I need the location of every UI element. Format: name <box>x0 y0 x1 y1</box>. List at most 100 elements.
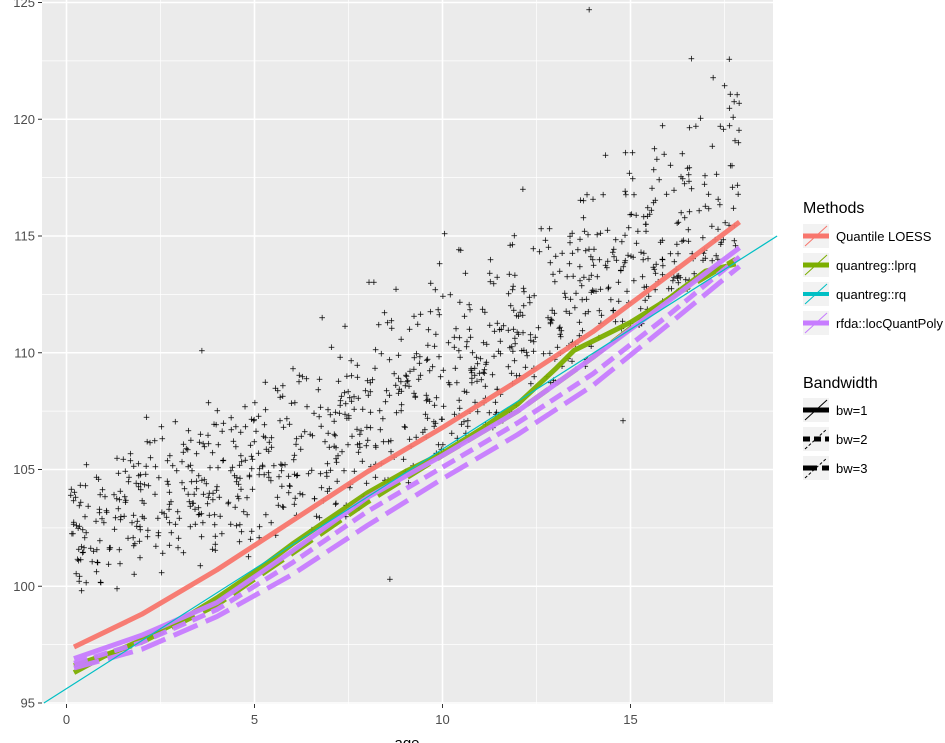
data-point: + <box>316 513 324 523</box>
data-point: + <box>235 495 243 505</box>
data-point: + <box>551 355 559 365</box>
data-point: + <box>260 471 268 481</box>
data-point: + <box>348 397 356 407</box>
data-point: + <box>646 210 654 220</box>
data-point: + <box>152 542 160 552</box>
data-point: + <box>607 296 615 306</box>
data-point: + <box>406 367 414 377</box>
data-point: + <box>151 436 159 446</box>
data-point: + <box>427 307 435 317</box>
data-point: + <box>464 422 472 432</box>
data-point: + <box>93 473 101 483</box>
data-point: + <box>705 190 713 200</box>
data-point: + <box>726 122 734 132</box>
data-point: + <box>362 441 370 451</box>
data-point: + <box>506 270 514 280</box>
data-point: + <box>262 511 270 521</box>
data-point: + <box>585 245 593 255</box>
data-point: + <box>130 511 138 521</box>
data-point: + <box>211 532 219 542</box>
data-point: + <box>395 389 403 399</box>
data-point: + <box>590 261 598 271</box>
data-point: + <box>113 495 121 505</box>
data-point: + <box>511 334 519 344</box>
data-point: + <box>296 371 304 381</box>
data-point: + <box>726 104 734 114</box>
data-point: + <box>140 514 148 524</box>
data-point: + <box>628 210 636 220</box>
legend-label: Quantile LOESS <box>836 229 932 244</box>
data-point: + <box>227 425 235 435</box>
data-point: + <box>599 191 607 201</box>
data-point: + <box>97 578 105 588</box>
data-point: + <box>397 335 405 345</box>
data-point: + <box>191 520 199 530</box>
data-point: + <box>164 480 172 490</box>
data-point: + <box>381 308 389 318</box>
data-point: + <box>236 474 244 484</box>
data-point: + <box>727 162 735 172</box>
data-point: + <box>348 432 356 442</box>
data-point: + <box>311 495 319 505</box>
data-point-outlier: + <box>619 416 627 426</box>
data-point: + <box>416 359 424 369</box>
data-point: + <box>142 462 150 472</box>
data-point: + <box>590 245 598 255</box>
data-point: + <box>625 224 633 234</box>
data-point: + <box>695 207 703 217</box>
data-point: + <box>670 186 678 196</box>
data-point: + <box>619 317 627 327</box>
data-point: + <box>567 295 575 305</box>
data-point: + <box>665 285 673 295</box>
data-point: + <box>718 238 726 248</box>
data-point: + <box>426 397 434 407</box>
data-point: + <box>405 479 413 489</box>
data-point: + <box>593 231 601 241</box>
data-point: + <box>558 362 566 372</box>
data-point: + <box>445 378 453 388</box>
data-point: + <box>511 339 519 349</box>
data-point: + <box>330 417 338 427</box>
data-point: + <box>209 489 217 499</box>
data-point: + <box>95 475 103 485</box>
data-point: + <box>530 347 538 357</box>
data-point: + <box>734 190 742 200</box>
data-point: + <box>206 463 214 473</box>
data-point: + <box>275 473 283 483</box>
y-tick-label: 95 <box>21 696 35 711</box>
data-point: + <box>532 333 540 343</box>
data-point: + <box>579 327 587 337</box>
data-point: + <box>201 476 209 486</box>
data-point: + <box>421 426 429 436</box>
legend-key-slope <box>804 312 828 334</box>
data-point: + <box>291 399 299 409</box>
data-point: + <box>256 523 264 533</box>
data-point: + <box>463 342 471 352</box>
data-point: + <box>94 558 102 568</box>
data-point: + <box>178 457 186 467</box>
data-point: + <box>550 376 558 386</box>
data-point: + <box>209 495 217 505</box>
data-point: + <box>67 485 75 495</box>
data-point: + <box>650 263 658 273</box>
data-point: + <box>529 244 537 254</box>
data-point: + <box>602 151 610 161</box>
data-point: + <box>609 306 617 316</box>
data-point: + <box>576 276 584 286</box>
x-tick-label: 0 <box>63 712 70 727</box>
data-point: + <box>111 525 119 535</box>
data-point: + <box>471 364 479 374</box>
data-point: + <box>262 434 270 444</box>
data-point: + <box>274 493 282 503</box>
quantile-curves <box>43 220 778 704</box>
data-point: + <box>618 237 626 247</box>
data-point: + <box>334 452 342 462</box>
data-point: + <box>332 500 340 510</box>
data-point: + <box>356 443 364 453</box>
data-point: + <box>120 455 128 465</box>
series-line-rfda-locquantpoly-longdash <box>73 264 742 671</box>
data-point: + <box>280 423 288 433</box>
data-point: + <box>392 285 400 295</box>
data-point: + <box>642 220 650 230</box>
data-point: + <box>688 55 696 65</box>
